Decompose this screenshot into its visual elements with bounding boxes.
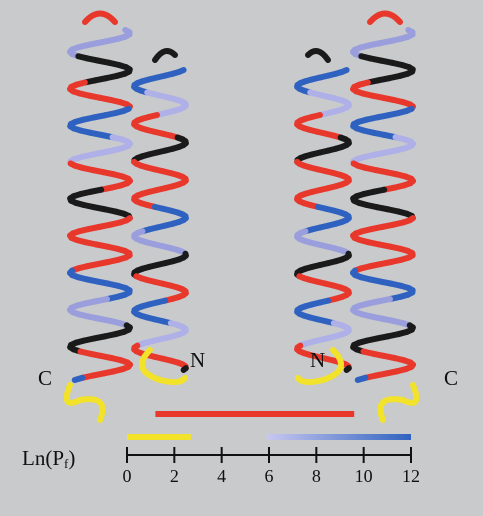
tick-label: 10 [355,466,373,486]
tick-label: 2 [170,466,179,486]
c-terminus-label: C [444,366,458,390]
helix-loop [305,48,331,63]
color-bar [266,434,411,440]
helix-loop [82,10,118,25]
helix-loop [295,347,344,386]
helix-loop [377,382,420,423]
helix-loop [63,382,106,423]
helix-loop [139,347,188,386]
helix-segment [354,374,369,383]
helix-loop [152,48,178,63]
scale-label-main: Ln(P [22,446,64,470]
scale-label-sub: f [64,456,69,471]
helix-segment [343,365,352,373]
helix-segment [71,374,86,383]
n-terminus-label: N [190,348,205,372]
scale-label: Ln(Pf) [22,446,75,471]
tick-label: 6 [265,466,274,486]
helix-segment [180,365,189,373]
color-bar [155,411,355,417]
n-terminus-label: N [310,348,325,372]
tick-label: 8 [312,466,321,486]
scale-label-close: ) [68,446,75,470]
color-bar [127,434,191,440]
helices [63,10,420,423]
scale: 0 2 4 6 8 10 12 [123,411,420,486]
tick-label: 4 [217,466,226,486]
helix-loop [367,10,403,25]
tick-label: 0 [123,466,132,486]
c-terminus-label: C [38,366,52,390]
tick-label: 12 [402,466,420,486]
